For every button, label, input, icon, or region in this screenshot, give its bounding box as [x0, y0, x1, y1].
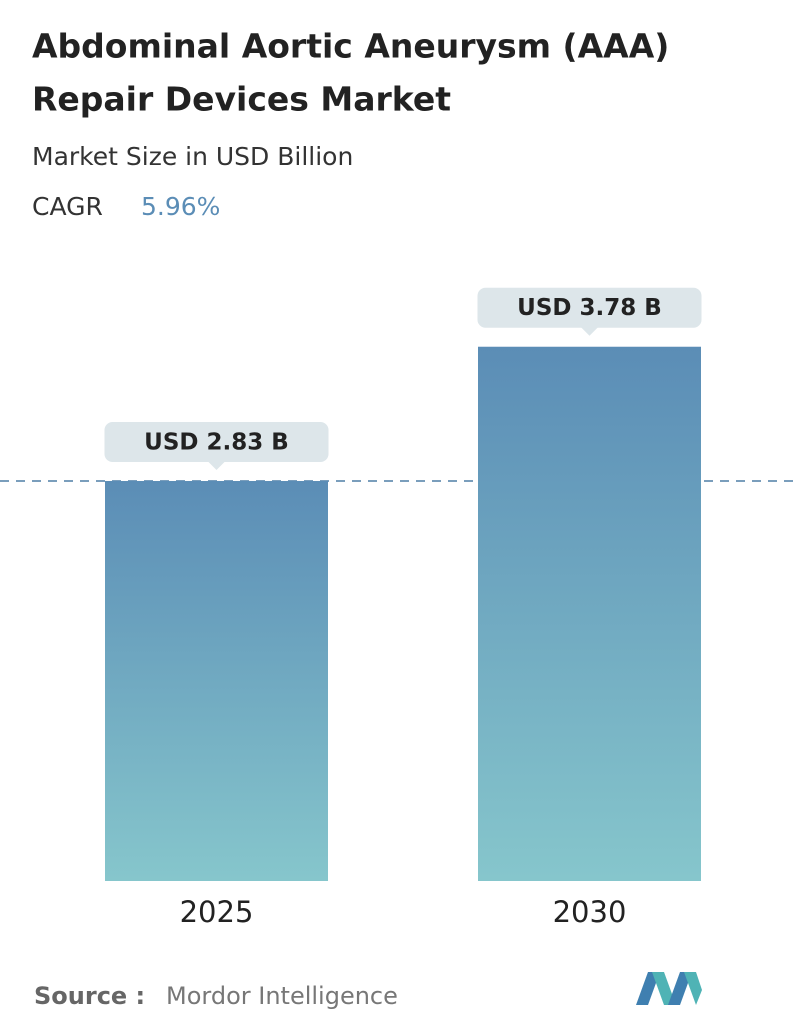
chart-title: Repair Devices Market — [32, 80, 451, 119]
x-tick-label: 2025 — [180, 895, 254, 929]
bar — [105, 481, 328, 881]
x-tick-label: 2030 — [553, 895, 627, 929]
cagr-value: 5.96% — [141, 192, 220, 221]
source-label: Source : — [34, 982, 145, 1010]
cagr-label: CAGR — [32, 192, 103, 221]
value-label-pointer — [207, 461, 226, 471]
chart-subtitle: Market Size in USD Billion — [32, 142, 353, 171]
value-label-pointer — [580, 326, 599, 336]
value-label: USD 3.78 B — [517, 295, 662, 321]
source: Mordor Intelligence — [166, 982, 398, 1010]
logo — [636, 972, 702, 1005]
value-label-box — [104, 422, 329, 463]
value-label-box — [477, 287, 702, 328]
bar — [478, 346, 701, 881]
chart-title: Abdominal Aortic Aneurysm (AAA) — [32, 27, 669, 66]
value-label: USD 2.83 B — [144, 430, 289, 456]
plot-area: USD 2.83 B 2025 USD 3.78 B 2030 — [0, 287, 796, 929]
